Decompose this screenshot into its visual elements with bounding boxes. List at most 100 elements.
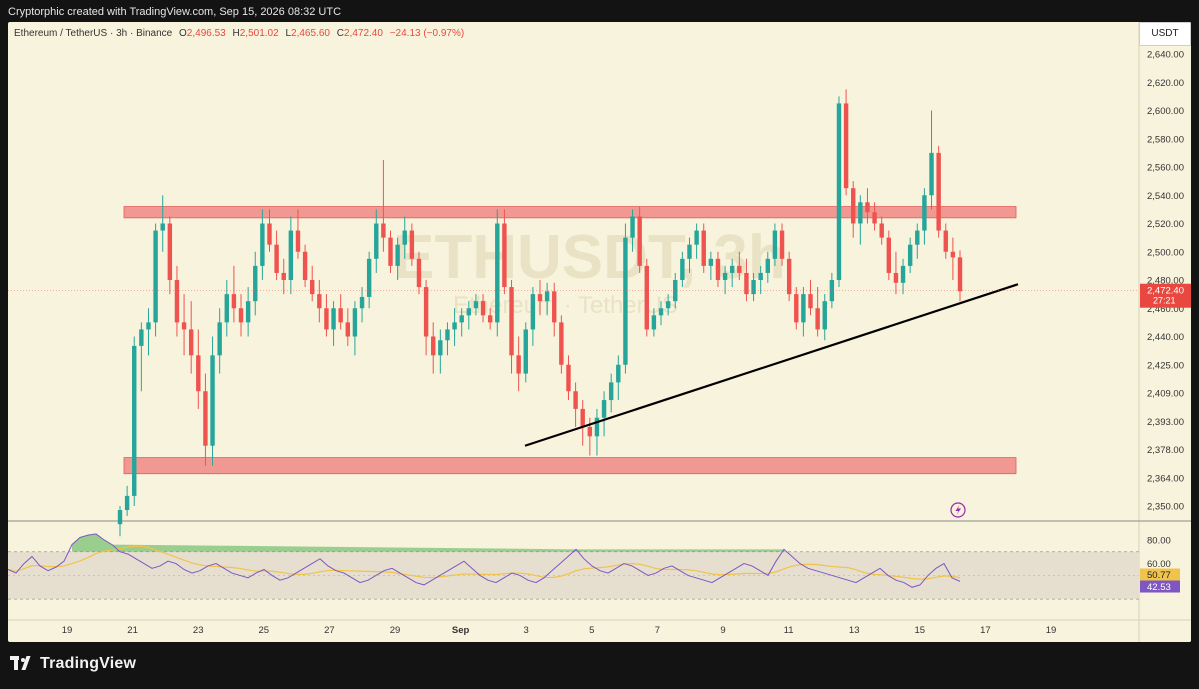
candle-body[interactable] [851,188,856,224]
candle-body[interactable] [601,400,607,418]
candle-body[interactable] [188,329,194,356]
candle-body[interactable] [886,237,892,273]
candle-body[interactable] [530,294,536,330]
candle-body[interactable] [245,301,251,323]
candle-body[interactable] [160,223,165,231]
candle-body[interactable] [915,230,920,245]
candle-body[interactable] [872,212,877,224]
candle-body[interactable] [794,294,799,323]
candle-body[interactable] [452,322,457,330]
candle-body[interactable] [366,258,372,297]
candle-body[interactable] [858,202,863,224]
ascending-trendline[interactable] [524,283,1019,447]
lightning-icon[interactable] [950,502,966,518]
candle-body[interactable] [438,340,443,356]
candle-body[interactable] [210,355,215,446]
candle-body[interactable] [502,223,507,288]
candle-body[interactable] [544,291,550,302]
candle-body[interactable] [608,382,614,401]
candle-body[interactable] [388,237,393,266]
candle-body[interactable] [224,294,229,323]
candle-body[interactable] [331,308,336,330]
chart-frame[interactable]: ETHUSDT, 3h Ethereum · TetherUS 2,640.00… [8,22,1191,642]
candle-body[interactable] [637,216,642,266]
candle-body[interactable] [302,251,308,280]
candlestick-chart[interactable]: 2,640.00 2,620.00 2,600.00 2,580.00 2,560.00… [8,22,1191,642]
candle-body[interactable] [352,308,358,337]
candle-body[interactable] [473,301,479,309]
candle-body[interactable] [566,364,571,392]
candle-body[interactable] [815,308,820,330]
candle-body[interactable] [345,322,351,337]
candle-body[interactable] [559,322,564,365]
candle-body[interactable] [687,244,692,259]
candle-body[interactable] [196,355,201,392]
candle-body[interactable] [203,391,208,446]
candle-body[interactable] [950,251,956,258]
candle-body[interactable] [772,230,778,259]
candle-body[interactable] [722,272,728,280]
candle-body[interactable] [729,265,735,273]
candle-body[interactable] [338,308,343,323]
candle-body[interactable] [587,426,593,437]
candle-body[interactable] [139,329,144,346]
candle-body[interactable] [594,417,600,437]
candle-body[interactable] [751,280,756,295]
candle-body[interactable] [359,296,365,309]
candle-body[interactable] [516,355,521,374]
candle-body[interactable] [644,265,649,330]
candle-body[interactable] [466,308,472,316]
support-zone[interactable] [123,457,1017,475]
candle-body[interactable] [936,152,941,231]
candle-body[interactable] [431,336,436,356]
candle-body[interactable] [673,280,678,302]
candle-body[interactable] [715,258,721,280]
candle-body[interactable] [146,322,151,330]
candle-body[interactable] [267,223,272,245]
candle-body[interactable] [680,258,685,280]
candle-body[interactable] [288,230,294,280]
candle-body[interactable] [324,308,329,330]
candle-body[interactable] [665,301,671,309]
candle-body[interactable] [231,294,237,309]
candle-body[interactable] [409,230,415,259]
candle-body[interactable] [900,265,906,283]
candle-body[interactable] [701,230,706,266]
candle-body[interactable] [907,244,913,266]
candle-body[interactable] [801,294,806,323]
candle-body[interactable] [943,230,948,252]
candle-body[interactable] [295,230,301,252]
candle-body[interactable] [843,103,849,189]
candle-body[interactable] [786,258,792,295]
rsi-line[interactable] [8,533,961,588]
candle-body[interactable] [630,216,635,238]
candle-body[interactable] [537,294,543,302]
candle-body[interactable] [445,329,450,341]
candle-body[interactable] [779,230,785,259]
candle-body[interactable] [929,152,934,196]
candle-body[interactable] [616,364,621,383]
candle-body[interactable] [217,322,222,356]
candle-body[interactable] [317,294,322,309]
candle-body[interactable] [274,244,279,273]
candle-body[interactable] [651,315,657,330]
candle-body[interactable] [181,322,187,330]
candle-body[interactable] [623,237,628,365]
candle-body[interactable] [402,230,407,245]
candle-body[interactable] [744,272,749,295]
candle-body[interactable] [509,287,514,356]
candle-body[interactable] [423,287,429,337]
candle-body[interactable] [836,103,842,280]
resistance-zone[interactable] [123,206,1017,219]
candle-body[interactable] [395,244,400,266]
candle-body[interactable] [580,408,585,427]
candle-body[interactable] [765,258,771,273]
candle-body[interactable] [487,315,493,323]
candle-body[interactable] [124,495,130,511]
candle-body[interactable] [758,272,763,280]
candle-body[interactable] [552,291,557,323]
candle-body[interactable] [957,257,963,292]
candle-body[interactable] [309,280,315,295]
candle-body[interactable] [808,294,813,309]
candle-body[interactable] [174,280,180,323]
